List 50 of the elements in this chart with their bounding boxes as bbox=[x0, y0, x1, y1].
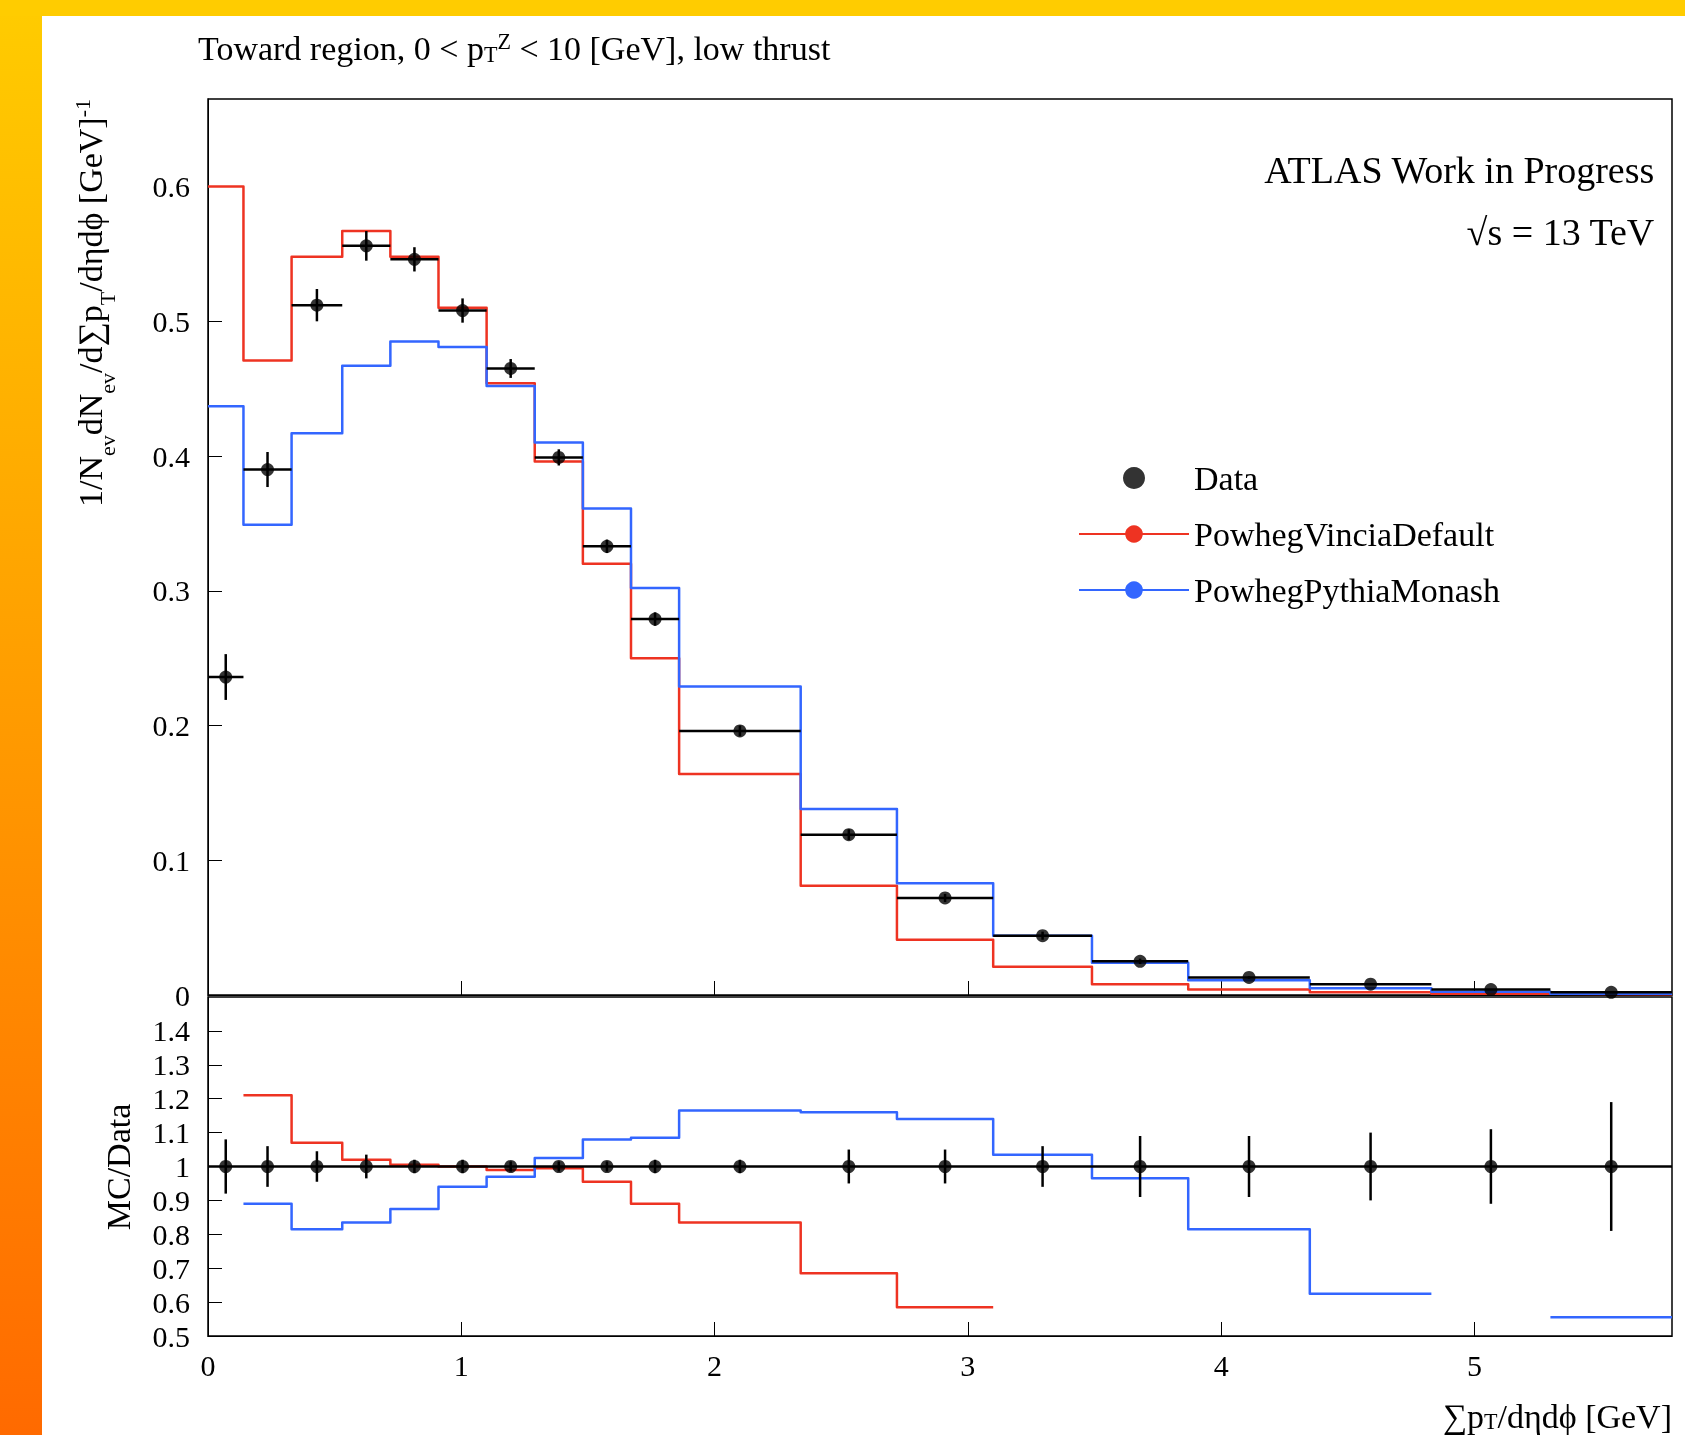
point bbox=[648, 612, 662, 626]
y-tick-label: 1.3 bbox=[152, 1048, 190, 1082]
point bbox=[219, 670, 233, 684]
point bbox=[1364, 977, 1378, 991]
y-tick-label: 0 bbox=[175, 978, 190, 1012]
chart-title: Toward region, 0 < pTZ < 10 [GeV], low thrust bbox=[198, 28, 831, 68]
point bbox=[600, 539, 614, 553]
y-tick-label: 0.5 bbox=[152, 1319, 190, 1353]
point bbox=[1604, 985, 1618, 999]
y-tick-label: 0.6 bbox=[152, 1285, 190, 1319]
point bbox=[359, 239, 373, 253]
y-tick-label: 0.8 bbox=[152, 1217, 190, 1251]
y-tick-label: 0.3 bbox=[152, 574, 190, 608]
point bbox=[504, 361, 518, 375]
x-tick-label: 0 bbox=[200, 1348, 216, 1382]
y-axis-title: MC/Data bbox=[100, 1103, 137, 1231]
y-tick-label: 1.1 bbox=[152, 1116, 190, 1150]
y-tick-label: 1.2 bbox=[152, 1082, 190, 1116]
point bbox=[1133, 954, 1147, 968]
point bbox=[1036, 929, 1050, 943]
y-tick-label: 0.1 bbox=[152, 843, 190, 877]
point bbox=[310, 298, 324, 312]
point bbox=[1484, 983, 1498, 997]
point bbox=[938, 891, 952, 905]
y-tick-label: 0.9 bbox=[152, 1183, 190, 1217]
point bbox=[261, 463, 275, 477]
y-tick-label: 1.4 bbox=[152, 1014, 190, 1048]
x-tick-label: 3 bbox=[960, 1348, 976, 1382]
annotation: √s = 13 TeV bbox=[1466, 211, 1655, 253]
x-axis-title: ∑pT/dηdϕ [GeV] bbox=[1442, 1397, 1672, 1435]
point bbox=[842, 828, 856, 842]
y-tick-label: 0.5 bbox=[152, 304, 190, 338]
annotation: ATLAS Work in Progress bbox=[1264, 149, 1655, 191]
legend-label: PowhegPythiaMonash bbox=[1194, 571, 1500, 609]
point bbox=[552, 450, 566, 464]
y-tick-label: 0.6 bbox=[152, 170, 190, 204]
point bbox=[1242, 970, 1256, 984]
point bbox=[456, 304, 470, 318]
legend-label: PowhegVinciaDefault bbox=[1194, 515, 1495, 553]
y-tick-label: 0.4 bbox=[152, 439, 190, 473]
y-tick-label: 1 bbox=[175, 1150, 190, 1183]
point bbox=[407, 252, 421, 266]
x-tick-label: 4 bbox=[1213, 1348, 1229, 1382]
x-tick-label: 1 bbox=[453, 1348, 469, 1382]
y-tick-label: 0.7 bbox=[152, 1251, 190, 1285]
x-tick-label: 2 bbox=[707, 1348, 723, 1382]
legend-label: Data bbox=[1194, 459, 1259, 497]
x-tick-label: 5 bbox=[1466, 1348, 1482, 1382]
point bbox=[733, 724, 747, 738]
y-tick-label: 0.2 bbox=[152, 709, 190, 743]
